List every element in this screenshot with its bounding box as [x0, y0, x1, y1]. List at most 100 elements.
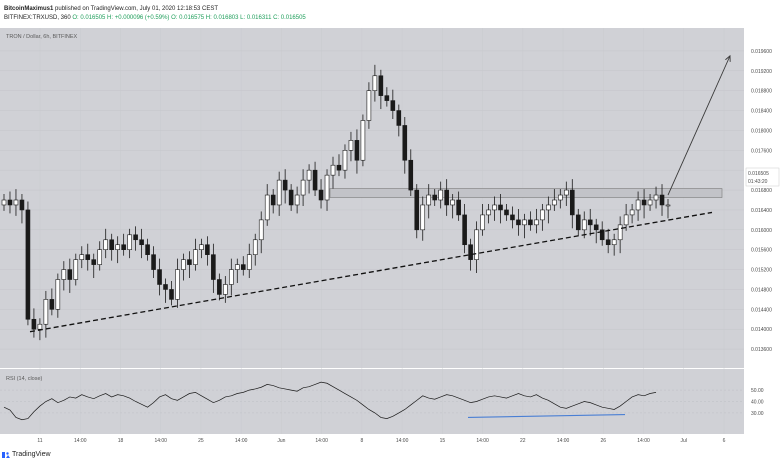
- candle-body: [587, 219, 593, 226]
- candle-body: [396, 110, 402, 126]
- time-tick-label: Jul: [681, 438, 687, 444]
- price-tick-label: 0.019200: [751, 69, 772, 75]
- candle-body: [336, 164, 342, 171]
- footer: TradingView: [0, 446, 780, 464]
- drawings: [29, 54, 731, 333]
- candle-body: [133, 234, 138, 241]
- candle-body: [438, 189, 443, 201]
- candle-body: [629, 209, 635, 216]
- time-tick-label: Jun: [277, 438, 285, 444]
- price-tick-label: 0.014400: [751, 307, 772, 313]
- candle-body: [492, 204, 497, 211]
- time-tick-label: 14:00: [154, 438, 167, 444]
- time-tick-label: 22: [520, 438, 526, 444]
- price-tick-label: 0.013600: [751, 347, 772, 353]
- candle-body: [115, 244, 120, 250]
- candles: [1, 64, 671, 341]
- rsi-series: [3, 381, 657, 421]
- candle-body: [611, 239, 617, 246]
- candle-body: [151, 254, 156, 270]
- candle-body: [139, 239, 144, 246]
- candle-body: [181, 259, 186, 270]
- candle-body: [205, 244, 210, 255]
- footer-brand[interactable]: TradingView: [12, 451, 51, 458]
- candle-body: [324, 174, 330, 201]
- price-axis: [744, 28, 780, 434]
- candle-body: [617, 224, 623, 241]
- main-pane: [0, 28, 744, 368]
- candle-body: [109, 239, 114, 250]
- candle-body: [234, 264, 240, 270]
- time-tick-label: 25: [198, 438, 204, 444]
- candle-body: [264, 194, 270, 221]
- current-price-tag: 0.016505 01:43:20: [745, 167, 780, 187]
- current-price-label: 0.016505: [748, 171, 769, 177]
- price-tick-label: 0.016400: [751, 208, 772, 214]
- rsi-title: RSI (14, close): [6, 376, 43, 382]
- candle-body: [408, 159, 414, 191]
- chart-canvas[interactable]: TRON / Dollar, 6h, BITFINEX RSI (14, clo…: [0, 28, 780, 446]
- candle-body: [91, 259, 97, 265]
- projection-arrow: [667, 55, 731, 196]
- price-tick-label: 0.014800: [751, 287, 772, 293]
- candle-body: [552, 199, 557, 206]
- candle-body: [312, 169, 318, 191]
- price-tick-label: 0.015600: [751, 248, 772, 254]
- author-name[interactable]: BitcoinMaximus1: [4, 6, 54, 12]
- candle-body: [426, 194, 432, 206]
- candle-body: [510, 214, 515, 221]
- candle-body: [318, 189, 324, 201]
- time-tick-label: 15: [440, 438, 446, 444]
- candle-body: [498, 204, 503, 211]
- time-tick-label: 8: [360, 438, 363, 444]
- candle-body: [306, 169, 312, 181]
- candle-body: [540, 209, 545, 221]
- candle-body: [270, 194, 276, 206]
- candle-body: [605, 239, 611, 246]
- time-tick-label: 14:00: [235, 438, 248, 444]
- support-trendline: [29, 211, 713, 333]
- candle-body: [229, 269, 234, 285]
- candle-body: [127, 234, 132, 250]
- candle-body: [342, 150, 348, 171]
- candle-body: [199, 244, 204, 250]
- candle-body: [593, 224, 599, 231]
- time-tick-label: 14:00: [637, 438, 650, 444]
- candle-body: [665, 204, 671, 207]
- candle-body: [432, 194, 438, 201]
- candle-body: [569, 189, 575, 216]
- tradingview-logo-icon: [2, 452, 10, 458]
- candle-body: [121, 244, 126, 250]
- time-tick-label: 26: [601, 438, 607, 444]
- symbol-line: BITFINEX:TRXUSD, 360 O: 0.016505 H: +0.0…: [4, 14, 306, 23]
- candle-body: [61, 269, 67, 280]
- candle-body: [294, 194, 300, 206]
- price-tick-label: 0.018400: [751, 109, 772, 115]
- candle-body: [145, 244, 150, 255]
- time-tick-label: 14:00: [557, 438, 570, 444]
- resistance-box: [329, 188, 723, 198]
- candle-body: [504, 209, 509, 216]
- countdown-label: 01:43:20: [748, 179, 768, 185]
- candle-body: [516, 219, 521, 226]
- time-tick-label: 14:00: [396, 438, 409, 444]
- candle-body: [623, 214, 629, 226]
- time-tick-label: 14:00: [74, 438, 87, 444]
- candle-body: [31, 318, 37, 330]
- candle-body: [187, 259, 192, 265]
- time-axis-ticks: 11 14:00 18 14:00 25 14:00 Jun 14:00 8 14:00 15 14:…: [37, 438, 725, 444]
- candle-body: [384, 95, 390, 101]
- candle-body: [37, 323, 43, 330]
- symbol-label: BITFINEX:TRXUSD, 360: [4, 15, 71, 21]
- rsi-tick-label: 50.00: [751, 388, 764, 394]
- candle-body: [67, 269, 73, 280]
- rsi-tick-label: 30.00: [751, 411, 764, 417]
- candle-body: [366, 90, 372, 121]
- candle-body: [240, 264, 246, 270]
- candle-body: [25, 209, 31, 320]
- candle-body: [653, 194, 659, 201]
- candle-body: [360, 120, 366, 161]
- price-tick-label: 0.018000: [751, 128, 772, 134]
- time-axis: [0, 434, 744, 446]
- candle-body: [348, 140, 354, 151]
